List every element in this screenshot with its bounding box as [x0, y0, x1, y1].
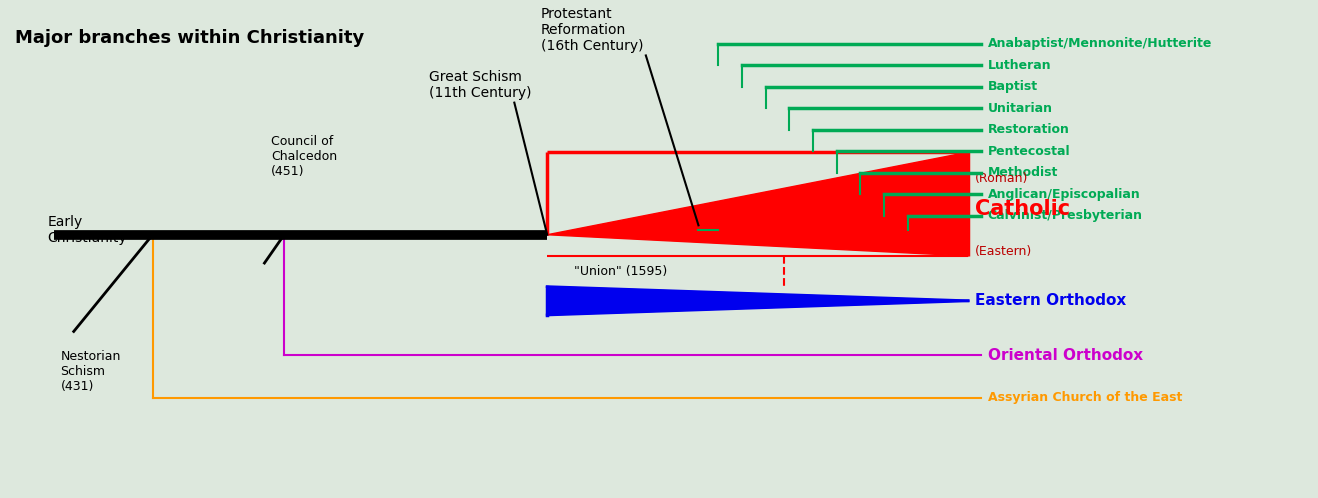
Text: Catholic: Catholic — [974, 199, 1070, 219]
Text: Anabaptist/Mennonite/Hutterite: Anabaptist/Mennonite/Hutterite — [987, 37, 1213, 50]
Text: Calvinist/Presbyterian: Calvinist/Presbyterian — [987, 209, 1143, 223]
Text: Unitarian: Unitarian — [987, 102, 1053, 115]
Polygon shape — [547, 152, 969, 256]
Text: Oriental Orthodox: Oriental Orthodox — [987, 348, 1143, 363]
Text: Nestorian
Schism
(431): Nestorian Schism (431) — [61, 351, 121, 393]
Text: Anglican/Episcopalian: Anglican/Episcopalian — [987, 188, 1140, 201]
Text: Eastern Orthodox: Eastern Orthodox — [974, 293, 1126, 308]
Text: (Roman): (Roman) — [974, 172, 1028, 185]
Text: (Eastern): (Eastern) — [974, 245, 1032, 258]
Text: Major branches within Christianity: Major branches within Christianity — [14, 29, 364, 47]
Text: Great Schism
(11th Century): Great Schism (11th Century) — [428, 70, 531, 100]
Text: Council of
Chalcedon
(451): Council of Chalcedon (451) — [272, 135, 337, 178]
Text: "Union" (1595): "Union" (1595) — [573, 265, 667, 278]
Polygon shape — [547, 287, 969, 315]
Text: Lutheran: Lutheran — [987, 59, 1052, 72]
Text: Restoration: Restoration — [987, 124, 1070, 136]
Text: Assyrian Church of the East: Assyrian Church of the East — [987, 391, 1182, 404]
Text: Baptist: Baptist — [987, 80, 1039, 93]
Text: Methodist: Methodist — [987, 166, 1058, 179]
Text: Early
Christianity: Early Christianity — [47, 215, 127, 245]
Text: Protestant
Reformation
(16th Century): Protestant Reformation (16th Century) — [540, 6, 643, 53]
Text: Pentecostal: Pentecostal — [987, 145, 1070, 158]
